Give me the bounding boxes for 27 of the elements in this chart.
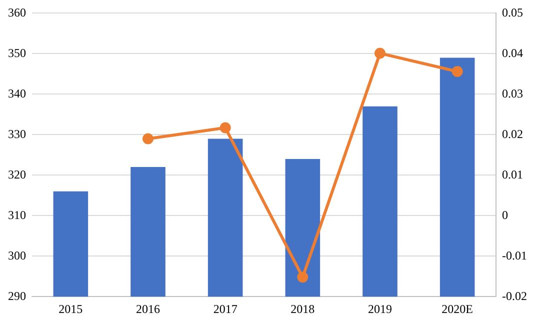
y2-tick-label: -0.02 [502,288,528,303]
y2-tick-label: 0.04 [502,46,524,60]
x-tick-label: 2016 [136,302,160,316]
y2-tick-label: 0 [502,208,508,222]
point [374,48,386,59]
point [142,133,154,144]
y2-tick-label: -0.01 [502,248,528,262]
y-tick-label: 320 [8,167,26,182]
y2-tick-label: 0.05 [502,5,524,20]
x-tick-label: 2015 [58,302,83,316]
y-tick-label: 350 [8,46,26,60]
y-tick-label: 300 [8,248,26,262]
y-tick-label: 340 [8,86,26,100]
y-tick-label: 310 [8,208,26,222]
y-tick-label: 330 [8,126,26,141]
y-tick-label: 290 [8,288,26,303]
x-tick-label: 2020E [442,302,474,316]
y-tick-label: 360 [8,5,26,20]
y2-tick-label: 0.02 [502,126,524,141]
point [220,122,231,134]
x-tick-label: 2018 [290,302,315,316]
y2-tick-label: 0.03 [502,86,524,100]
y2-tick-label: 0.01 [502,167,524,182]
x-tick-label: 2017 [213,302,238,316]
x-tick-label: 2019 [368,302,392,316]
point [452,66,463,77]
point [297,272,308,283]
